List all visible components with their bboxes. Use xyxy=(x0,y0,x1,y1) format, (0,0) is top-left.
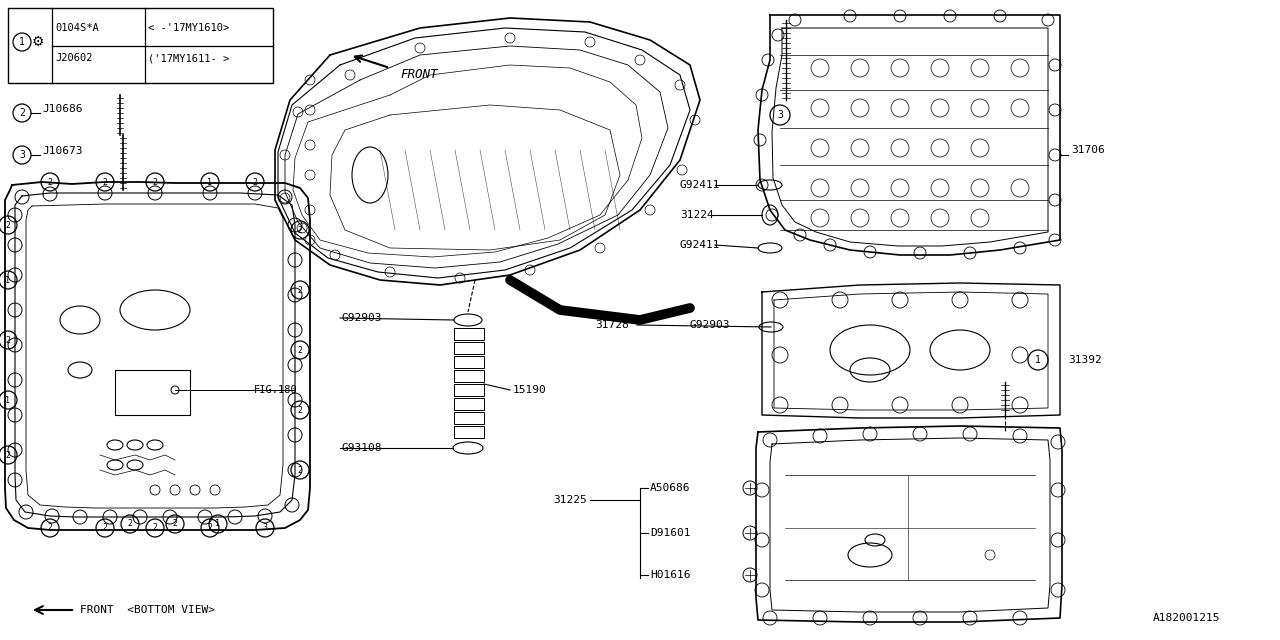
Text: 2: 2 xyxy=(5,335,10,344)
Text: 31225: 31225 xyxy=(553,495,588,505)
Text: G92903: G92903 xyxy=(342,313,383,323)
Text: 2: 2 xyxy=(207,524,212,532)
Text: FRONT  <BOTTOM VIEW>: FRONT <BOTTOM VIEW> xyxy=(79,605,215,615)
Text: 2: 2 xyxy=(152,177,157,186)
Text: D91601: D91601 xyxy=(650,528,690,538)
Text: 2: 2 xyxy=(19,108,24,118)
Text: A50686: A50686 xyxy=(650,483,690,493)
Bar xyxy=(454,412,484,424)
Text: 1: 1 xyxy=(19,37,24,47)
Text: 2: 2 xyxy=(173,520,178,529)
Text: FIG.180: FIG.180 xyxy=(255,385,298,395)
Text: 2: 2 xyxy=(297,406,302,415)
Text: ⚙: ⚙ xyxy=(32,35,45,49)
Text: 2: 2 xyxy=(47,177,52,186)
Text: 3: 3 xyxy=(19,150,24,160)
Text: 2: 2 xyxy=(297,285,302,294)
Text: 2: 2 xyxy=(5,451,10,460)
Text: 31706: 31706 xyxy=(1071,145,1105,155)
Text: 2: 2 xyxy=(297,465,302,474)
Bar xyxy=(454,384,484,396)
Text: ('17MY1611- >: ('17MY1611- > xyxy=(148,53,229,63)
Text: 2: 2 xyxy=(297,346,302,355)
Text: 31392: 31392 xyxy=(1068,355,1102,365)
Text: 2: 2 xyxy=(47,524,52,532)
Text: 31728: 31728 xyxy=(595,320,628,330)
Text: 1: 1 xyxy=(207,177,212,186)
Text: 3: 3 xyxy=(777,110,783,120)
Text: < -'17MY1610>: < -'17MY1610> xyxy=(148,23,229,33)
Text: 15190: 15190 xyxy=(513,385,547,395)
Bar xyxy=(454,356,484,368)
Text: 3: 3 xyxy=(262,524,268,532)
Bar xyxy=(454,398,484,410)
Text: 2: 2 xyxy=(297,225,302,234)
Text: 2: 2 xyxy=(102,524,108,532)
Text: 2: 2 xyxy=(128,520,133,529)
Text: FRONT: FRONT xyxy=(399,67,438,81)
Text: A182001215: A182001215 xyxy=(1152,613,1220,623)
Bar xyxy=(454,342,484,354)
Text: 1: 1 xyxy=(215,520,220,529)
Text: 2: 2 xyxy=(5,221,10,230)
Text: J10686: J10686 xyxy=(42,104,82,114)
Text: G92903: G92903 xyxy=(690,320,731,330)
Text: 2: 2 xyxy=(152,524,157,532)
Text: 1: 1 xyxy=(1036,355,1041,365)
Text: H01616: H01616 xyxy=(650,570,690,580)
Text: 2: 2 xyxy=(102,177,108,186)
Text: G92411: G92411 xyxy=(680,180,721,190)
Text: G92411: G92411 xyxy=(680,240,721,250)
Text: 0104S*A: 0104S*A xyxy=(55,23,99,33)
Bar xyxy=(454,426,484,438)
Bar xyxy=(454,370,484,382)
Text: 2: 2 xyxy=(252,177,257,186)
Text: J20602: J20602 xyxy=(55,53,92,63)
Text: 31224: 31224 xyxy=(680,210,714,220)
Text: G93108: G93108 xyxy=(342,443,383,453)
Text: 1: 1 xyxy=(5,275,10,285)
Text: J10673: J10673 xyxy=(42,146,82,156)
Bar xyxy=(8,8,273,83)
Bar xyxy=(115,370,189,415)
Text: 1: 1 xyxy=(5,396,10,404)
Bar xyxy=(454,328,484,340)
